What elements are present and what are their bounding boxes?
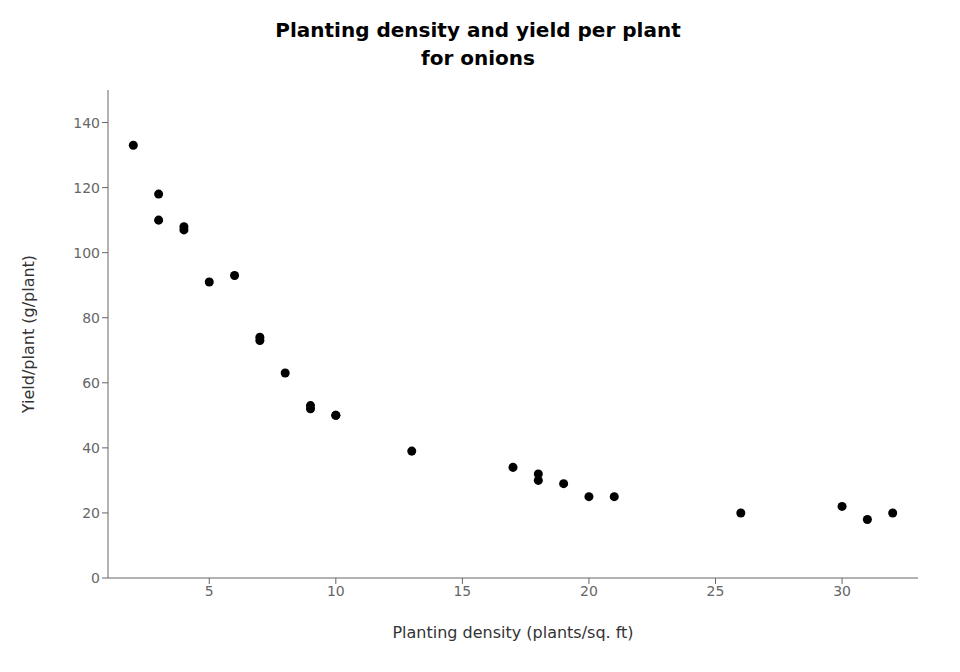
html-text:Planting density and yield per: Planting density and yield per plant <box>275 18 681 42</box>
svg-text:60: 60 <box>82 375 100 391</box>
svg-text:30: 30 <box>833 583 851 599</box>
svg-text:80: 80 <box>82 310 100 326</box>
svg-text:0: 0 <box>91 570 100 586</box>
svg-text:20: 20 <box>82 505 100 521</box>
svg-text:40: 40 <box>82 440 100 456</box>
svg-text:Planting density (plants/sq. f: Planting density (plants/sq. ft) <box>392 623 633 642</box>
svg-text:140: 140 <box>73 115 100 131</box>
svg-text:15: 15 <box>453 583 471 599</box>
svg-text:Yield/plant (g/plant): Yield/plant (g/plant) <box>19 255 38 414</box>
svg-text:25: 25 <box>707 583 725 599</box>
svg-text:120: 120 <box>73 180 100 196</box>
svg-text:5: 5 <box>205 583 214 599</box>
svg-text:20: 20 <box>580 583 598 599</box>
html-text:for onions: for onions <box>421 46 535 70</box>
svg-text:100: 100 <box>73 245 100 261</box>
svg-text:10: 10 <box>327 583 345 599</box>
